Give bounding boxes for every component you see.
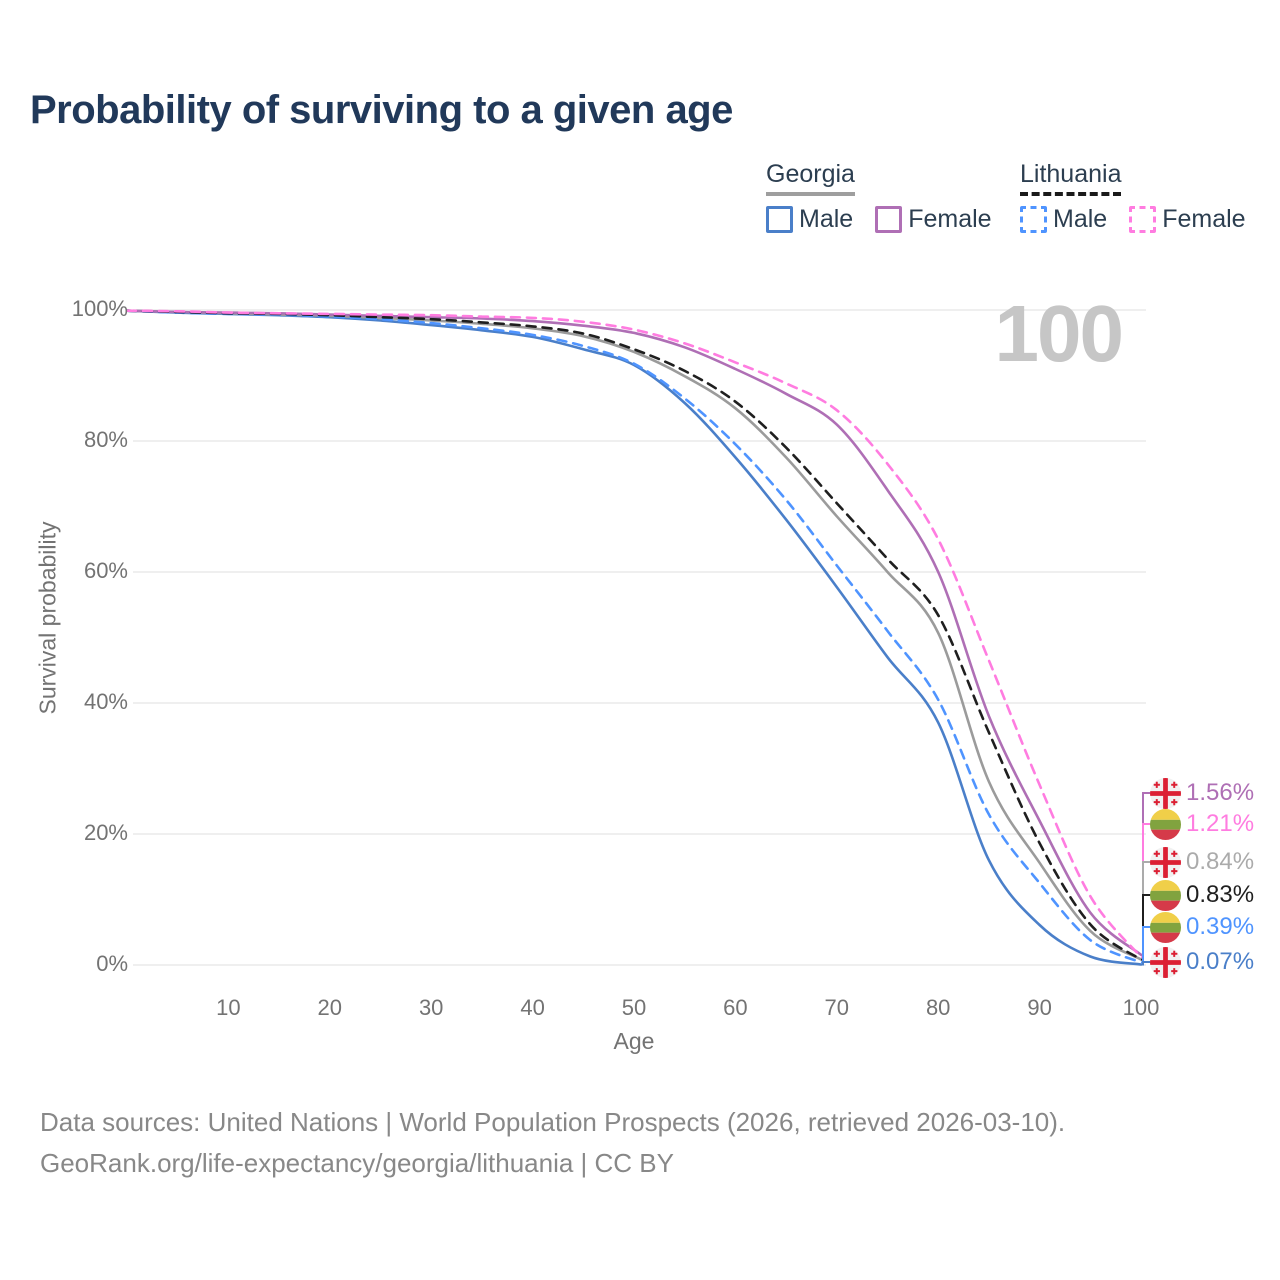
x-tick-label-100: 100 bbox=[1122, 995, 1160, 1020]
georgia-flag-icon bbox=[1150, 947, 1181, 978]
x-tick-label-10: 10 bbox=[216, 995, 241, 1020]
x-tick-label-60: 60 bbox=[723, 995, 748, 1020]
end-label-lithuania-both-sexes: 0.83% bbox=[1150, 879, 1254, 911]
x-tick-label-80: 80 bbox=[925, 995, 951, 1020]
lithuania-flag-icon bbox=[1150, 912, 1181, 943]
end-value-label: 0.84% bbox=[1186, 848, 1255, 875]
footer: Data sources: United Nations | World Pop… bbox=[40, 1102, 1065, 1184]
legend-lithuania-row: Male Female bbox=[1020, 205, 1246, 234]
legend-item-georgia-female[interactable]: Female bbox=[875, 205, 992, 234]
end-label-georgia-female: 1.56% bbox=[1150, 777, 1254, 809]
footer-data-sources: Data sources: United Nations | World Pop… bbox=[40, 1107, 1066, 1137]
page-title: Probability of surviving to a given age bbox=[30, 88, 733, 132]
legend-georgia-label: Georgia bbox=[766, 160, 855, 196]
x-tick-label-50: 50 bbox=[621, 995, 647, 1020]
x-tick-label-70: 70 bbox=[824, 995, 850, 1020]
legend-item-lithuania-female[interactable]: Female bbox=[1129, 205, 1246, 234]
y-tick-label-80%: 80% bbox=[83, 427, 128, 452]
end-value-label: 0.39% bbox=[1186, 913, 1255, 940]
lithuania-male-swatch-icon bbox=[1020, 206, 1047, 233]
y-axis-title: Survival probability bbox=[34, 521, 61, 715]
legend-lithuania-male-label: Male bbox=[1053, 205, 1108, 233]
end-label-georgia-both-sexes: 0.84% bbox=[1150, 846, 1254, 878]
x-tick-label-20: 20 bbox=[317, 995, 343, 1020]
end-value-label: 0.83% bbox=[1186, 881, 1255, 908]
y-tick-label-40%: 40% bbox=[83, 689, 128, 714]
y-tick-label-0%: 0% bbox=[96, 951, 128, 976]
age-indicator-watermark: 100 bbox=[994, 289, 1124, 378]
legend-georgia-row: Male Female bbox=[766, 205, 992, 234]
leader-georgia-male bbox=[1141, 961, 1153, 966]
georgia-female-swatch-icon bbox=[875, 206, 903, 233]
georgia-flag-icon bbox=[1150, 778, 1181, 809]
end-label-lithuania-male: 0.39% bbox=[1150, 911, 1254, 943]
end-label-georgia-male: 0.07% bbox=[1150, 946, 1254, 978]
legend-group-lithuania: Lithuania Male Female bbox=[1020, 160, 1246, 234]
lithuania-flag-icon bbox=[1150, 880, 1181, 911]
georgia-male-swatch-icon bbox=[766, 206, 793, 233]
legend-georgia-male-label: Male bbox=[799, 205, 854, 233]
end-label-lithuania-female: 1.21% bbox=[1150, 808, 1254, 840]
curve-georgia-male bbox=[125, 309, 1143, 966]
y-tick-label-20%: 20% bbox=[83, 820, 128, 845]
legend-lithuania-female-label: Female bbox=[1162, 205, 1246, 233]
y-tick-label-100%: 100% bbox=[71, 296, 128, 321]
x-tick-label-30: 30 bbox=[418, 995, 444, 1020]
legend-lithuania-label: Lithuania bbox=[1020, 160, 1122, 196]
y-tick-label-60%: 60% bbox=[83, 558, 128, 583]
footer-attribution: GeoRank.org/life-expectancy/georgia/lith… bbox=[40, 1148, 674, 1178]
legend-georgia-female-label: Female bbox=[908, 205, 992, 233]
x-tick-label-40: 40 bbox=[520, 995, 545, 1020]
end-value-label: 0.07% bbox=[1186, 948, 1255, 975]
leader-lines bbox=[1141, 792, 1153, 966]
lithuania-female-swatch-icon bbox=[1129, 206, 1157, 233]
legend-item-lithuania-male[interactable]: Male bbox=[1020, 205, 1107, 234]
georgia-flag-icon bbox=[1150, 847, 1181, 878]
survival-curves bbox=[125, 309, 1143, 966]
curve-lithuania-female bbox=[125, 309, 1143, 959]
legend-group-georgia: Georgia Male Female bbox=[766, 160, 992, 234]
curve-lithuania-male bbox=[125, 309, 1143, 964]
end-value-label: 1.56% bbox=[1186, 779, 1255, 806]
x-tick-label-90: 90 bbox=[1027, 995, 1052, 1020]
gridlines bbox=[133, 309, 1146, 966]
legend-item-georgia-male[interactable]: Male bbox=[766, 205, 853, 234]
lithuania-flag-icon bbox=[1150, 809, 1181, 840]
end-value-label: 1.21% bbox=[1186, 810, 1255, 837]
x-axis-title: Age bbox=[613, 1028, 655, 1054]
